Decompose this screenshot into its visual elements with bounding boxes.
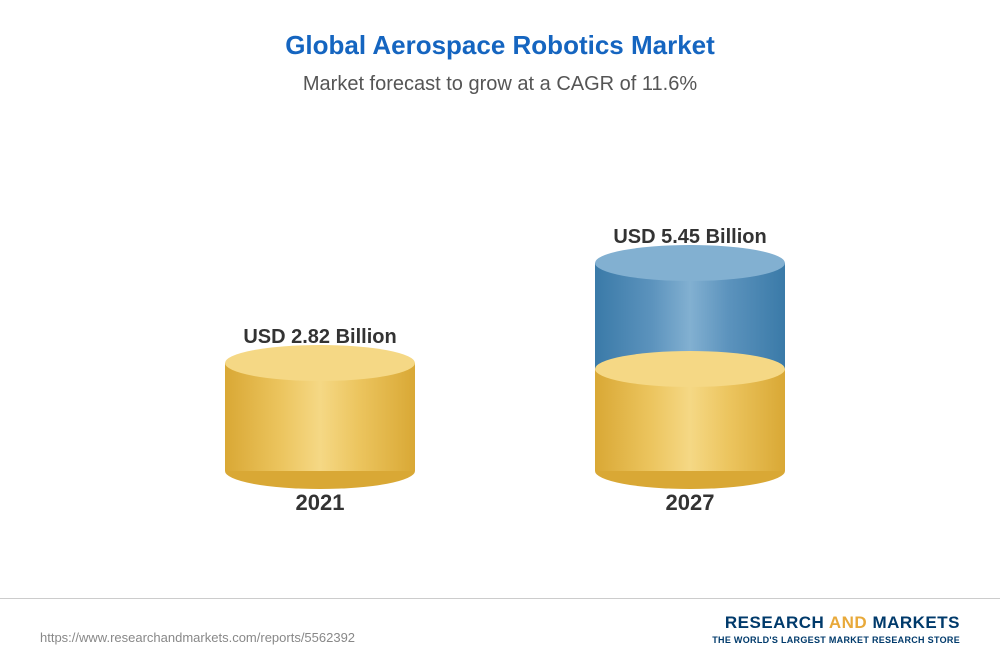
chart-subtitle: Market forecast to grow at a CAGR of 11.… [40,73,960,96]
chart-container: Global Aerospace Robotics Market Market … [0,0,1000,667]
brand-tagline: THE WORLD'S LARGEST MARKET RESEARCH STOR… [712,635,960,645]
cylinder-2021 [225,363,415,471]
brand-name: RESEARCH AND MARKETS [712,613,960,633]
bar-2027: USD 5.45 Billion [590,226,790,471]
brand-part2: AND [824,613,872,632]
footer-divider [0,598,1000,599]
source-url: https://www.researchandmarkets.com/repor… [40,630,355,645]
brand-part1: RESEARCH [725,613,824,632]
year-label-2021: 2021 [220,490,420,516]
cylinder-top-blue [595,245,785,281]
cylinder-top [225,345,415,381]
year-label-2027: 2027 [590,490,790,516]
brand-part3: MARKETS [872,613,960,632]
brand-logo: RESEARCH AND MARKETS THE WORLD'S LARGEST… [712,613,960,645]
cylinder-2027 [595,263,785,471]
footer: https://www.researchandmarkets.com/repor… [40,613,960,645]
bar-2021: USD 2.82 Billion [220,326,420,471]
chart-area: USD 2.82 Billion USD 5.45 Billion 2021 [160,136,840,516]
cylinder-join [595,351,785,387]
chart-title: Global Aerospace Robotics Market [40,30,960,61]
